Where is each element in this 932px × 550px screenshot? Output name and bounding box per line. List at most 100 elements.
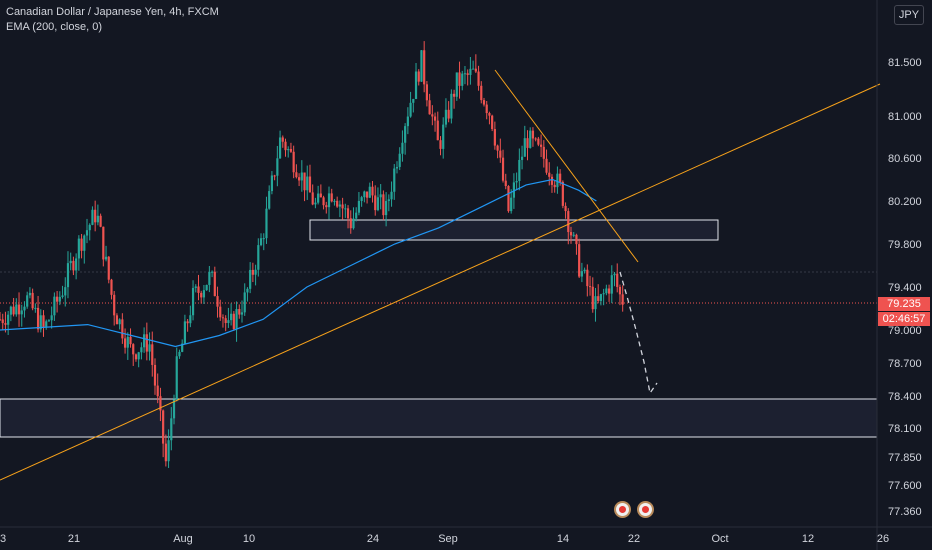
candle-down[interactable]: [72, 260, 75, 271]
economic-event-icon[interactable]: [637, 501, 654, 518]
candle-down[interactable]: [591, 286, 594, 310]
candle-up[interactable]: [355, 212, 358, 219]
candle-down[interactable]: [281, 137, 284, 142]
candle-down[interactable]: [561, 181, 564, 206]
candle-up[interactable]: [58, 296, 61, 302]
candle-up[interactable]: [181, 343, 184, 352]
candle-up[interactable]: [520, 156, 524, 160]
candle-down[interactable]: [186, 321, 189, 324]
candle-up[interactable]: [15, 304, 18, 315]
candle-down[interactable]: [134, 354, 138, 360]
candle-up[interactable]: [390, 191, 393, 200]
candle-down[interactable]: [501, 157, 505, 181]
candle-up[interactable]: [140, 347, 143, 353]
candle-down[interactable]: [436, 120, 439, 141]
candle-down[interactable]: [526, 138, 529, 148]
candle-down[interactable]: [319, 193, 322, 198]
candle-up[interactable]: [363, 191, 366, 198]
candle-down[interactable]: [466, 73, 469, 75]
candle-down[interactable]: [121, 319, 124, 339]
candle-up[interactable]: [61, 295, 64, 297]
candle-down[interactable]: [308, 176, 312, 193]
candle-down[interactable]: [311, 192, 314, 205]
candle-up[interactable]: [472, 68, 475, 70]
candle-up[interactable]: [104, 256, 108, 260]
candle-up[interactable]: [64, 287, 67, 296]
candle-up[interactable]: [257, 245, 260, 270]
candle-down[interactable]: [36, 307, 40, 330]
candle-up[interactable]: [317, 193, 320, 203]
candle-down[interactable]: [567, 211, 570, 233]
candle-up[interactable]: [167, 440, 170, 462]
candle-down[interactable]: [569, 232, 573, 236]
candle-down[interactable]: [200, 292, 203, 298]
candle-up[interactable]: [28, 292, 32, 296]
candle-up[interactable]: [189, 315, 192, 324]
candle-down[interactable]: [12, 306, 15, 315]
candle-up[interactable]: [270, 175, 274, 192]
candle-up[interactable]: [47, 320, 51, 322]
candle-up[interactable]: [172, 399, 176, 419]
candle-up[interactable]: [379, 194, 382, 198]
candle-up[interactable]: [26, 295, 29, 307]
candle-down[interactable]: [488, 113, 491, 116]
candle-down[interactable]: [341, 204, 344, 209]
candle-up[interactable]: [333, 200, 336, 202]
candle-up[interactable]: [175, 356, 178, 400]
candle-down[interactable]: [559, 173, 562, 182]
candle-down[interactable]: [213, 271, 216, 297]
candle-down[interactable]: [423, 50, 426, 85]
candle-up[interactable]: [208, 271, 211, 285]
resistance-zone[interactable]: [309, 219, 719, 241]
candle-down[interactable]: [289, 149, 293, 152]
candle-up[interactable]: [404, 126, 407, 143]
candle-up[interactable]: [210, 271, 214, 273]
candle-up[interactable]: [393, 168, 396, 192]
candle-up[interactable]: [20, 310, 23, 315]
candle-up[interactable]: [278, 137, 282, 159]
ascending-trendline[interactable]: [0, 83, 881, 481]
candle-up[interactable]: [118, 319, 121, 325]
candle-up[interactable]: [395, 166, 399, 169]
candle-down[interactable]: [428, 100, 431, 115]
candle-up[interactable]: [387, 199, 390, 202]
candle-up[interactable]: [594, 296, 597, 310]
candle-down[interactable]: [485, 104, 488, 114]
candle-up[interactable]: [605, 288, 608, 294]
candle-down[interactable]: [474, 68, 477, 72]
candle-down[interactable]: [575, 234, 578, 245]
candle-down[interactable]: [597, 296, 600, 301]
candle-up[interactable]: [143, 334, 146, 348]
support-zone[interactable]: [0, 398, 878, 438]
candle-up[interactable]: [444, 109, 448, 125]
candle-up[interactable]: [442, 124, 445, 149]
candle-up[interactable]: [409, 102, 412, 117]
candle-down[interactable]: [162, 410, 165, 444]
candle-up[interactable]: [287, 149, 290, 151]
candle-up[interactable]: [53, 296, 56, 316]
candle-down[interactable]: [94, 209, 97, 223]
candle-up[interactable]: [170, 418, 173, 441]
candle-down[interactable]: [616, 273, 619, 287]
candle-down[interactable]: [417, 71, 420, 82]
candle-up[interactable]: [66, 263, 70, 288]
candle-down[interactable]: [113, 294, 116, 316]
candle-up[interactable]: [249, 269, 252, 289]
candle-up[interactable]: [265, 208, 268, 239]
candle-up[interactable]: [183, 321, 186, 344]
candle-up[interactable]: [602, 293, 605, 295]
ema-200-line[interactable]: [0, 178, 597, 348]
candle-up[interactable]: [69, 260, 72, 264]
candle-down[interactable]: [482, 100, 486, 105]
candle-down[interactable]: [303, 172, 306, 191]
candle-down[interactable]: [553, 184, 556, 188]
candle-down[interactable]: [164, 443, 167, 462]
candle-down[interactable]: [537, 138, 540, 145]
candle-up[interactable]: [368, 186, 371, 198]
candle-up[interactable]: [469, 68, 472, 75]
candle-up[interactable]: [300, 172, 303, 181]
candle-down[interactable]: [374, 195, 377, 211]
candle-up[interactable]: [254, 269, 257, 275]
candle-down[interactable]: [564, 205, 567, 212]
candle-down[interactable]: [107, 256, 110, 280]
